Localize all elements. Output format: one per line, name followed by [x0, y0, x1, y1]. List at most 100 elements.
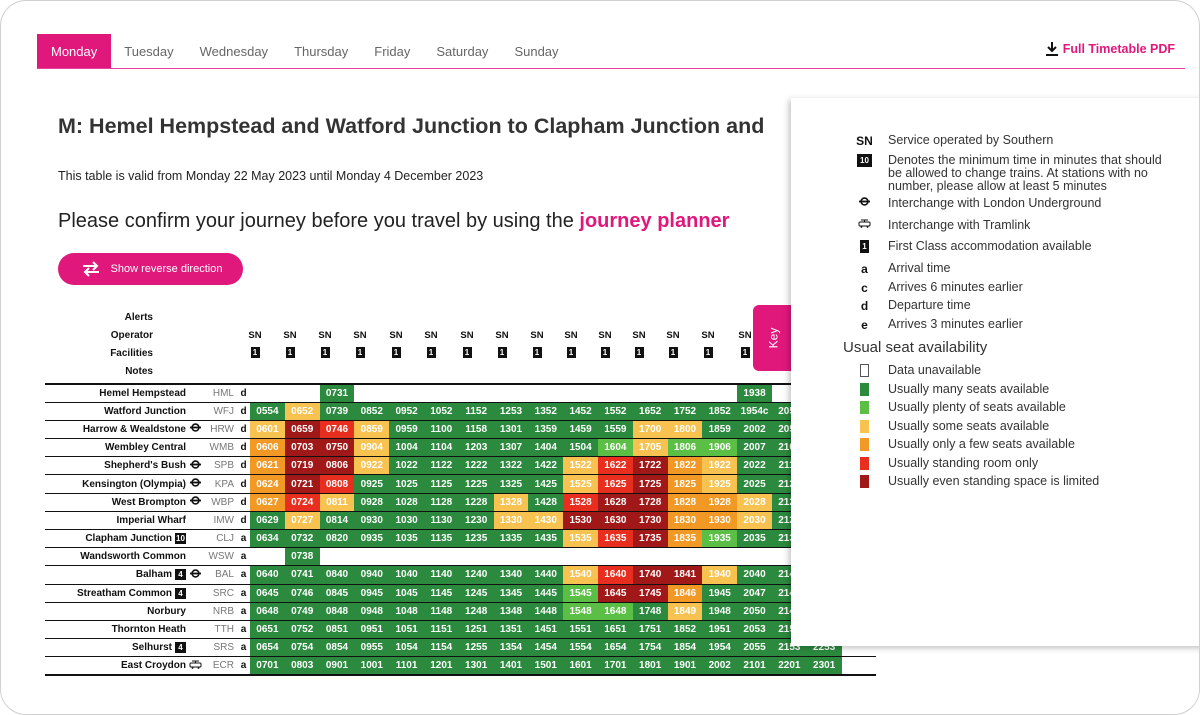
time-cell[interactable]: 0945 [354, 584, 390, 603]
time-cell[interactable]: 0651 [250, 620, 285, 639]
time-cell[interactable]: 1040 [389, 565, 424, 585]
time-cell[interactable]: 1830 [667, 511, 703, 530]
time-cell[interactable]: 0732 [284, 529, 320, 548]
time-cell[interactable]: 1145 [423, 584, 459, 603]
time-cell[interactable]: 1135 [423, 529, 459, 548]
time-cell[interactable]: 1325 [493, 474, 529, 494]
time-cell[interactable]: 0811 [319, 493, 355, 512]
time-cell[interactable]: 1025 [389, 474, 424, 494]
time-cell[interactable]: 1822 [667, 456, 703, 475]
time-cell[interactable]: 0634 [250, 529, 285, 548]
tab-sunday[interactable]: Sunday [514, 43, 559, 59]
time-cell[interactable]: 1954 [702, 638, 738, 657]
time-cell[interactable]: 1122 [423, 456, 459, 475]
time-cell[interactable]: 1801 [632, 656, 668, 675]
time-cell[interactable]: - [458, 384, 494, 403]
time-cell[interactable]: - [354, 384, 390, 403]
time-cell[interactable]: - [841, 656, 877, 675]
time-cell[interactable]: 0640 [250, 565, 285, 585]
time-cell[interactable]: 1459 [563, 420, 598, 439]
time-cell[interactable]: 1852 [702, 402, 738, 421]
time-cell[interactable]: 2007 [737, 438, 772, 457]
time-cell[interactable]: - [563, 384, 598, 403]
time-cell[interactable]: 1748 [632, 602, 668, 621]
time-cell[interactable]: 2053 [737, 620, 772, 639]
time-cell[interactable]: 1345 [493, 584, 529, 603]
time-cell[interactable]: - [563, 547, 598, 566]
time-cell[interactable]: 1051 [389, 620, 424, 639]
time-cell[interactable]: 0803 [284, 656, 320, 675]
time-cell[interactable]: 1922 [702, 456, 738, 475]
time-cell[interactable]: 1235 [458, 529, 494, 548]
time-cell[interactable]: 1735 [632, 529, 668, 548]
time-cell[interactable]: 1222 [458, 456, 494, 475]
time-cell[interactable]: 1954c [737, 402, 772, 421]
tab-friday[interactable]: Friday [374, 43, 411, 59]
time-cell[interactable]: 1730 [632, 511, 668, 530]
time-cell[interactable]: 0627 [250, 493, 285, 512]
time-cell[interactable]: 1559 [597, 420, 633, 439]
time-cell[interactable]: 1754 [632, 638, 668, 657]
time-cell[interactable]: - [632, 547, 668, 566]
time-cell[interactable]: 1635 [597, 529, 633, 548]
time-cell[interactable]: 1045 [389, 584, 424, 603]
time-cell[interactable]: 1001 [354, 656, 390, 675]
time-cell[interactable]: 0738 [284, 547, 320, 566]
time-cell[interactable]: 1652 [632, 402, 668, 421]
time-cell[interactable]: 1035 [389, 529, 424, 548]
time-cell[interactable]: - [667, 384, 703, 403]
time-cell[interactable]: 1951 [702, 620, 738, 639]
time-cell[interactable]: 0951 [354, 620, 390, 639]
time-cell[interactable]: 2025 [737, 474, 772, 494]
time-cell[interactable]: 0952 [389, 402, 424, 421]
time-cell[interactable]: 0659 [284, 420, 320, 439]
time-cell[interactable]: 1551 [563, 620, 598, 639]
time-cell[interactable]: 0629 [250, 511, 285, 530]
time-cell[interactable]: - [458, 547, 494, 566]
time-cell[interactable]: 0554 [250, 402, 285, 421]
time-cell[interactable]: 0648 [250, 602, 285, 621]
time-cell[interactable]: 1451 [528, 620, 564, 639]
time-cell[interactable]: 1501 [528, 656, 564, 675]
time-cell[interactable]: 2055 [737, 638, 772, 657]
time-cell[interactable]: 1925 [702, 474, 738, 494]
time-cell[interactable]: - [354, 547, 390, 566]
time-cell[interactable]: 0935 [354, 529, 390, 548]
time-cell[interactable]: 1335 [493, 529, 529, 548]
time-cell[interactable]: 0901 [319, 656, 355, 675]
time-cell[interactable]: 1130 [423, 511, 459, 530]
time-cell[interactable]: 0820 [319, 529, 355, 548]
time-cell[interactable]: 1545 [563, 584, 598, 603]
time-cell[interactable]: 1101 [389, 656, 424, 675]
time-cell[interactable]: 1307 [493, 438, 529, 457]
time-cell[interactable]: 1322 [493, 456, 529, 475]
time-cell[interactable]: 0746 [319, 420, 355, 439]
time-cell[interactable]: 1404 [528, 438, 564, 457]
time-cell[interactable]: 1552 [597, 402, 633, 421]
time-cell[interactable]: - [319, 547, 355, 566]
time-cell[interactable]: 1725 [632, 474, 668, 494]
time-cell[interactable]: 2002 [702, 656, 738, 675]
time-cell[interactable]: 0904 [354, 438, 390, 457]
time-cell[interactable]: 1906 [702, 438, 738, 457]
time-cell[interactable]: 0741 [284, 565, 320, 585]
time-cell[interactable]: - [632, 384, 668, 403]
time-cell[interactable]: - [597, 384, 633, 403]
time-cell[interactable]: 2101 [737, 656, 772, 675]
time-cell[interactable]: 2201 [771, 656, 807, 675]
time-cell[interactable]: 1740 [632, 565, 668, 585]
time-cell[interactable]: 0652 [284, 402, 320, 421]
time-cell[interactable]: 1004 [389, 438, 424, 457]
time-cell[interactable]: 1201 [423, 656, 459, 675]
time-cell[interactable]: 1938 [737, 384, 772, 403]
time-cell[interactable]: 0806 [319, 456, 355, 475]
time-cell[interactable]: 1640 [597, 565, 633, 585]
time-cell[interactable]: 1425 [528, 474, 564, 494]
time-cell[interactable]: 1751 [632, 620, 668, 639]
time-cell[interactable]: 0851 [319, 620, 355, 639]
time-cell[interactable]: 0621 [250, 456, 285, 475]
time-cell[interactable]: 1154 [423, 638, 459, 657]
time-cell[interactable]: - [737, 547, 772, 566]
time-cell[interactable]: 0808 [319, 474, 355, 494]
time-cell[interactable]: - [250, 547, 285, 566]
